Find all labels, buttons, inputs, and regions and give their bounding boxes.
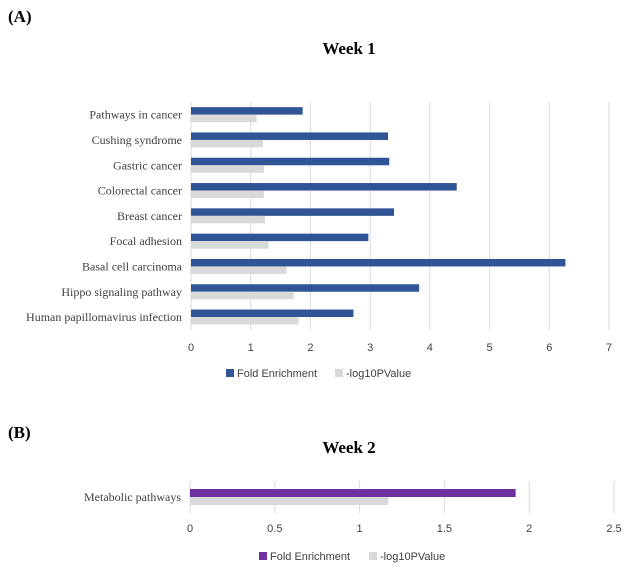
chart-week1-legend: Fold Enrichment -log10PValue (226, 368, 411, 380)
fold-enrichment-bar (191, 107, 303, 115)
x-tick-label: 4 (427, 342, 433, 354)
category-label: Pathways in cancer (89, 108, 182, 122)
category-label: Breast cancer (117, 209, 182, 223)
chart-week1-x-ticks: 0 1 2 3 4 5 6 7 (188, 342, 612, 354)
panel-a-label: (A) (8, 7, 32, 26)
fold-enrichment-bar (191, 233, 369, 242)
category-label: Gastric cancer (113, 158, 182, 172)
category-label: Hippo signaling pathway (61, 285, 182, 299)
chart-week1-title: Week 1 (322, 39, 375, 58)
fold-enrichment-bar (190, 489, 516, 497)
chart-week1: Week 1 Pathways in cancer Cushing syndrom… (26, 39, 612, 380)
log10p-bar (190, 497, 389, 505)
chart-week2-x-ticks: 0 0.5 1 1.5 2 2.5 (187, 523, 622, 535)
category-label: Metabolic pathways (84, 490, 181, 504)
category-label: Basal cell carcinoma (82, 259, 183, 273)
x-tick-label: 0 (188, 342, 194, 354)
fold-enrichment-bar (191, 157, 390, 166)
category-label: Colorectal cancer (98, 184, 182, 198)
x-tick-label: 0.5 (267, 523, 282, 535)
x-tick-label: 2 (307, 342, 313, 354)
legend-log10p-label: -log10PValue (380, 551, 445, 563)
fold-enrichment-bar (191, 309, 354, 318)
log10p-bar (191, 317, 299, 325)
panel-b-label: (B) (8, 423, 31, 442)
x-tick-label: 6 (546, 342, 552, 354)
x-tick-label: 1.5 (437, 523, 452, 535)
chart-week2-legend: Fold Enrichment -log10PValue (259, 551, 445, 563)
fold-enrichment-bar (191, 208, 395, 216)
fold-enrichment-bar (191, 258, 566, 267)
chart-week2: Week 2 Metabolic pathways 0 0.5 1 1.5 2 2.5 F… (84, 438, 622, 563)
legend-log10p-label: -log10PValue (346, 368, 411, 380)
chart-week2-category-labels: Metabolic pathways (84, 490, 181, 504)
log10p-bar (191, 215, 266, 224)
log10p-bar (191, 241, 269, 249)
log10p-bar (191, 165, 264, 173)
chart-week1-category-labels: Pathways in cancer Cushing syndrome Gastri… (26, 108, 183, 324)
legend-fold-enrichment-swatch (226, 369, 234, 377)
legend-log10p-swatch (335, 369, 343, 377)
x-tick-label: 0 (187, 523, 193, 535)
log10p-bar (191, 291, 294, 300)
log10p-bar (191, 114, 257, 123)
chart-week2-title: Week 2 (322, 438, 375, 457)
legend-fold-enrichment-label: Fold Enrichment (270, 551, 350, 563)
x-tick-label: 3 (367, 342, 373, 354)
category-label: Focal adhesion (110, 234, 182, 248)
fold-enrichment-bar (191, 284, 420, 292)
chart-week1-bars (191, 107, 566, 325)
legend-log10p-swatch (369, 552, 377, 560)
fold-enrichment-bar (191, 183, 457, 191)
x-tick-label: 2.5 (606, 523, 621, 535)
log10p-bar (191, 266, 287, 274)
x-tick-label: 1 (248, 342, 254, 354)
log10p-bar (191, 190, 264, 199)
fold-enrichment-bar (191, 132, 389, 140)
x-tick-label: 2 (526, 523, 532, 535)
x-tick-label: 1 (357, 523, 363, 535)
category-label: Cushing syndrome (92, 133, 182, 147)
x-tick-label: 5 (487, 342, 493, 354)
chart-week2-bars (190, 489, 516, 505)
log10p-bar (191, 139, 263, 148)
x-tick-label: 7 (606, 342, 612, 354)
category-label: Human papillomavirus infection (26, 310, 182, 324)
legend-fold-enrichment-label: Fold Enrichment (237, 368, 317, 380)
legend-fold-enrichment-swatch (259, 552, 267, 560)
